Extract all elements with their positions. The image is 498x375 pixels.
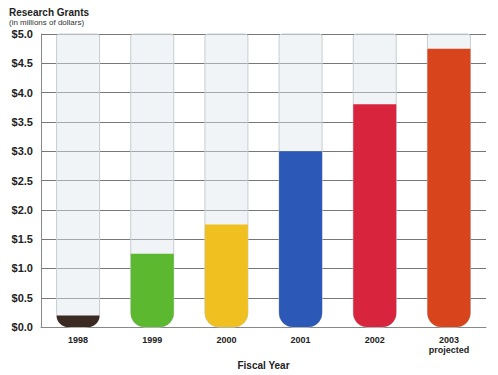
svg-text:2003: 2003: [439, 335, 459, 345]
svg-text:2000: 2000: [216, 335, 236, 345]
svg-text:$1.0: $1.0: [12, 262, 33, 274]
svg-text:$3.0: $3.0: [12, 145, 33, 157]
svg-text:1999: 1999: [142, 335, 162, 345]
svg-text:$4.0: $4.0: [12, 87, 33, 99]
svg-text:(in millions of dollars): (in millions of dollars): [9, 18, 84, 27]
svg-text:$5.0: $5.0: [12, 28, 33, 40]
svg-text:$0.5: $0.5: [12, 292, 33, 304]
svg-text:2002: 2002: [365, 335, 385, 345]
svg-text:Fiscal Year: Fiscal Year: [237, 360, 289, 371]
svg-text:2001: 2001: [291, 335, 311, 345]
svg-text:$2.5: $2.5: [12, 175, 33, 187]
svg-text:Research Grants: Research Grants: [9, 7, 89, 18]
svg-text:1998: 1998: [68, 335, 88, 345]
svg-text:$1.5: $1.5: [12, 233, 33, 245]
svg-text:$4.5: $4.5: [12, 57, 33, 69]
svg-text:$0.0: $0.0: [12, 321, 33, 333]
svg-text:$3.5: $3.5: [12, 116, 33, 128]
svg-text:projected: projected: [429, 345, 470, 355]
svg-text:$2.0: $2.0: [12, 204, 33, 216]
